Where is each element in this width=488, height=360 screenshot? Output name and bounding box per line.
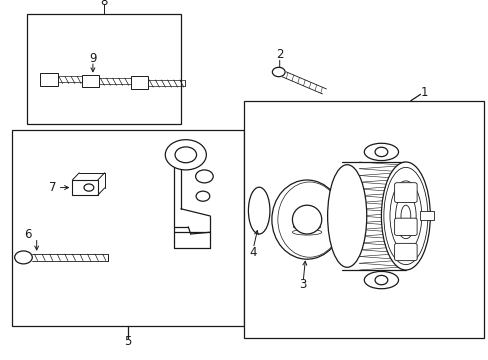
Bar [40, 73, 58, 86]
FancyBboxPatch shape [394, 218, 416, 235]
Ellipse shape [271, 180, 342, 259]
Circle shape [165, 140, 206, 170]
FancyBboxPatch shape [394, 243, 416, 261]
Ellipse shape [248, 187, 269, 234]
Text: 3: 3 [299, 278, 306, 291]
Text: 8: 8 [100, 0, 108, 8]
Ellipse shape [364, 143, 398, 161]
Bar [81, 75, 99, 87]
Circle shape [195, 170, 213, 183]
Circle shape [272, 67, 285, 77]
Text: 5: 5 [124, 335, 132, 348]
Bar [12, 130, 244, 326]
Circle shape [15, 251, 32, 264]
Bar [130, 76, 148, 89]
Text: 4: 4 [249, 246, 257, 258]
Circle shape [196, 191, 209, 201]
Circle shape [374, 147, 387, 157]
Circle shape [84, 184, 94, 191]
Circle shape [374, 275, 387, 285]
Circle shape [175, 147, 196, 163]
Text: 7: 7 [49, 181, 57, 194]
Ellipse shape [292, 205, 321, 234]
Ellipse shape [327, 165, 366, 267]
Text: 1: 1 [420, 86, 427, 99]
Bar [27, 14, 181, 124]
Bar [244, 101, 483, 338]
Text: 6: 6 [24, 228, 32, 240]
Bar [72, 180, 98, 195]
Text: 9: 9 [89, 52, 97, 65]
Ellipse shape [364, 271, 398, 289]
Text: 2: 2 [275, 48, 283, 61]
Ellipse shape [381, 162, 429, 270]
FancyBboxPatch shape [394, 183, 416, 202]
Bar [419, 211, 433, 220]
